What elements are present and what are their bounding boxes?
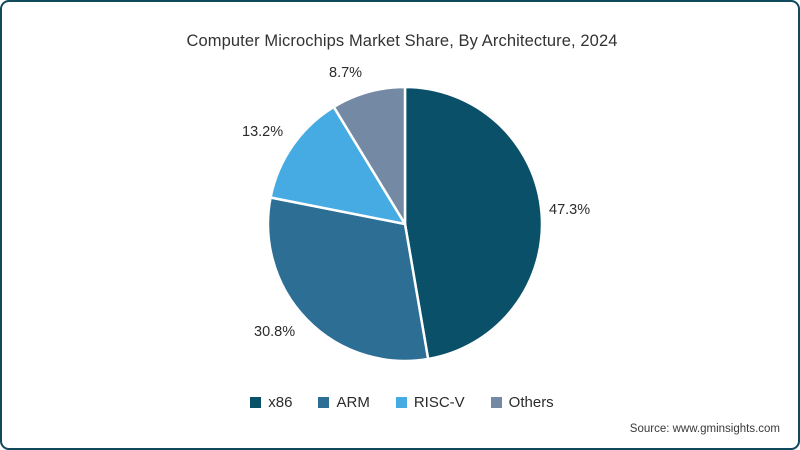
legend-item-arm[interactable]: ARM	[318, 394, 370, 411]
legend-item-others[interactable]: Others	[490, 394, 554, 411]
slice-value-riscv: 13.2%	[242, 124, 284, 140]
chart-legend: x86 ARM RISC-V Others	[2, 394, 798, 411]
pie-slice-risc-v[interactable]	[269, 105, 407, 226]
slice-value-x86: 47.3%	[549, 202, 591, 218]
pie-slice-others[interactable]	[332, 85, 407, 226]
legend-swatch-icon	[395, 397, 407, 408]
legend-label: ARM	[336, 394, 370, 411]
legend-item-x86[interactable]: x86	[250, 394, 292, 411]
legend-swatch-icon	[490, 397, 502, 408]
legend-swatch-icon	[250, 397, 262, 408]
slice-value-arm: 30.8%	[254, 324, 296, 340]
legend-swatch-icon	[318, 397, 330, 408]
legend-label: x86	[268, 394, 293, 411]
legend-label: Others	[508, 394, 554, 411]
pie-slice-x86[interactable]	[403, 85, 544, 361]
page-title: Computer Microchips Market Share, By Arc…	[186, 32, 618, 50]
pie-slice-group	[266, 85, 544, 363]
source-attribution: Source: www.gminsights.com	[629, 423, 780, 435]
pie-slice-arm[interactable]	[266, 196, 430, 363]
legend-label: RISC-V	[413, 394, 465, 411]
slice-value-others: 8.7%	[329, 65, 363, 81]
legend-item-riscv[interactable]: RISC-V	[395, 394, 465, 411]
